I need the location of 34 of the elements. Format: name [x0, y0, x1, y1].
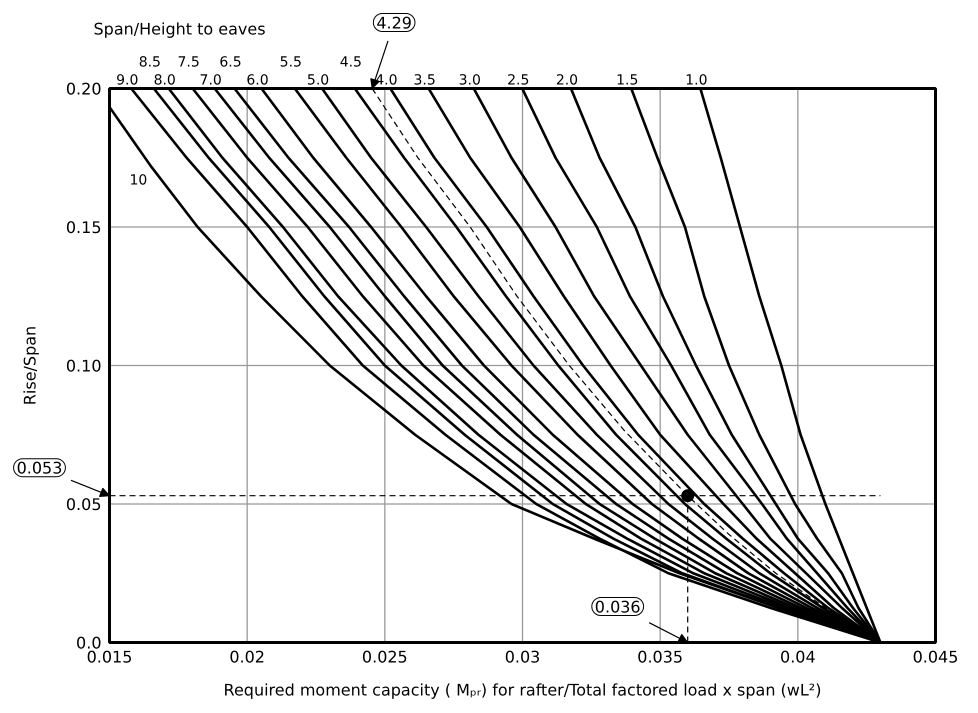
x-tick-label: 0.03	[504, 648, 540, 666]
y-tick-label: 0.05	[66, 495, 102, 514]
annotation: 0.053	[16, 458, 62, 478]
series-label: 6.5	[219, 54, 242, 70]
x-tick-label: 0.045	[912, 648, 958, 666]
legend-title: Span/Height to eaves	[94, 20, 266, 38]
x-tick-label: 0.035	[637, 648, 684, 666]
annotation: 0.036	[594, 598, 641, 616]
y-tick-label: 0.15	[66, 218, 102, 237]
series-label: 1.5	[616, 72, 638, 88]
series-label: 5.5	[280, 54, 302, 70]
series-label: 7.0	[200, 72, 222, 88]
y-axis-title: Rise/Span	[20, 326, 40, 406]
x-tick-label: 0.015	[86, 648, 132, 666]
series-label: 3.0	[458, 72, 481, 88]
y-tick-label: 0.20	[66, 80, 102, 98]
series-label: 1.0	[685, 72, 708, 88]
x-tick-label: 0.02	[229, 648, 265, 666]
x-axis-title: Required moment capacity ( Mₚᵣ) for rafter/Total factored load x span (wL²)	[224, 680, 822, 700]
series-label: 6.0	[246, 72, 269, 88]
series-label: 8.5	[138, 54, 161, 70]
y-tick-label: 0.10	[66, 356, 102, 376]
x-tick-label: 0.025	[362, 648, 408, 666]
x-tick-label: 0.04	[780, 648, 816, 666]
series-label: 8.0	[154, 72, 176, 88]
series-label: 5.0	[306, 72, 330, 88]
series-label: 3.5	[413, 72, 436, 88]
series-label: 2.5	[507, 72, 530, 88]
series-label: 10	[130, 172, 148, 189]
series-label: 9.0	[116, 72, 138, 88]
series-label: 2.0	[556, 72, 578, 88]
series-label: 4.5	[340, 54, 362, 70]
annotation: 4.29	[376, 14, 412, 32]
series-label: 7.5	[178, 54, 200, 70]
